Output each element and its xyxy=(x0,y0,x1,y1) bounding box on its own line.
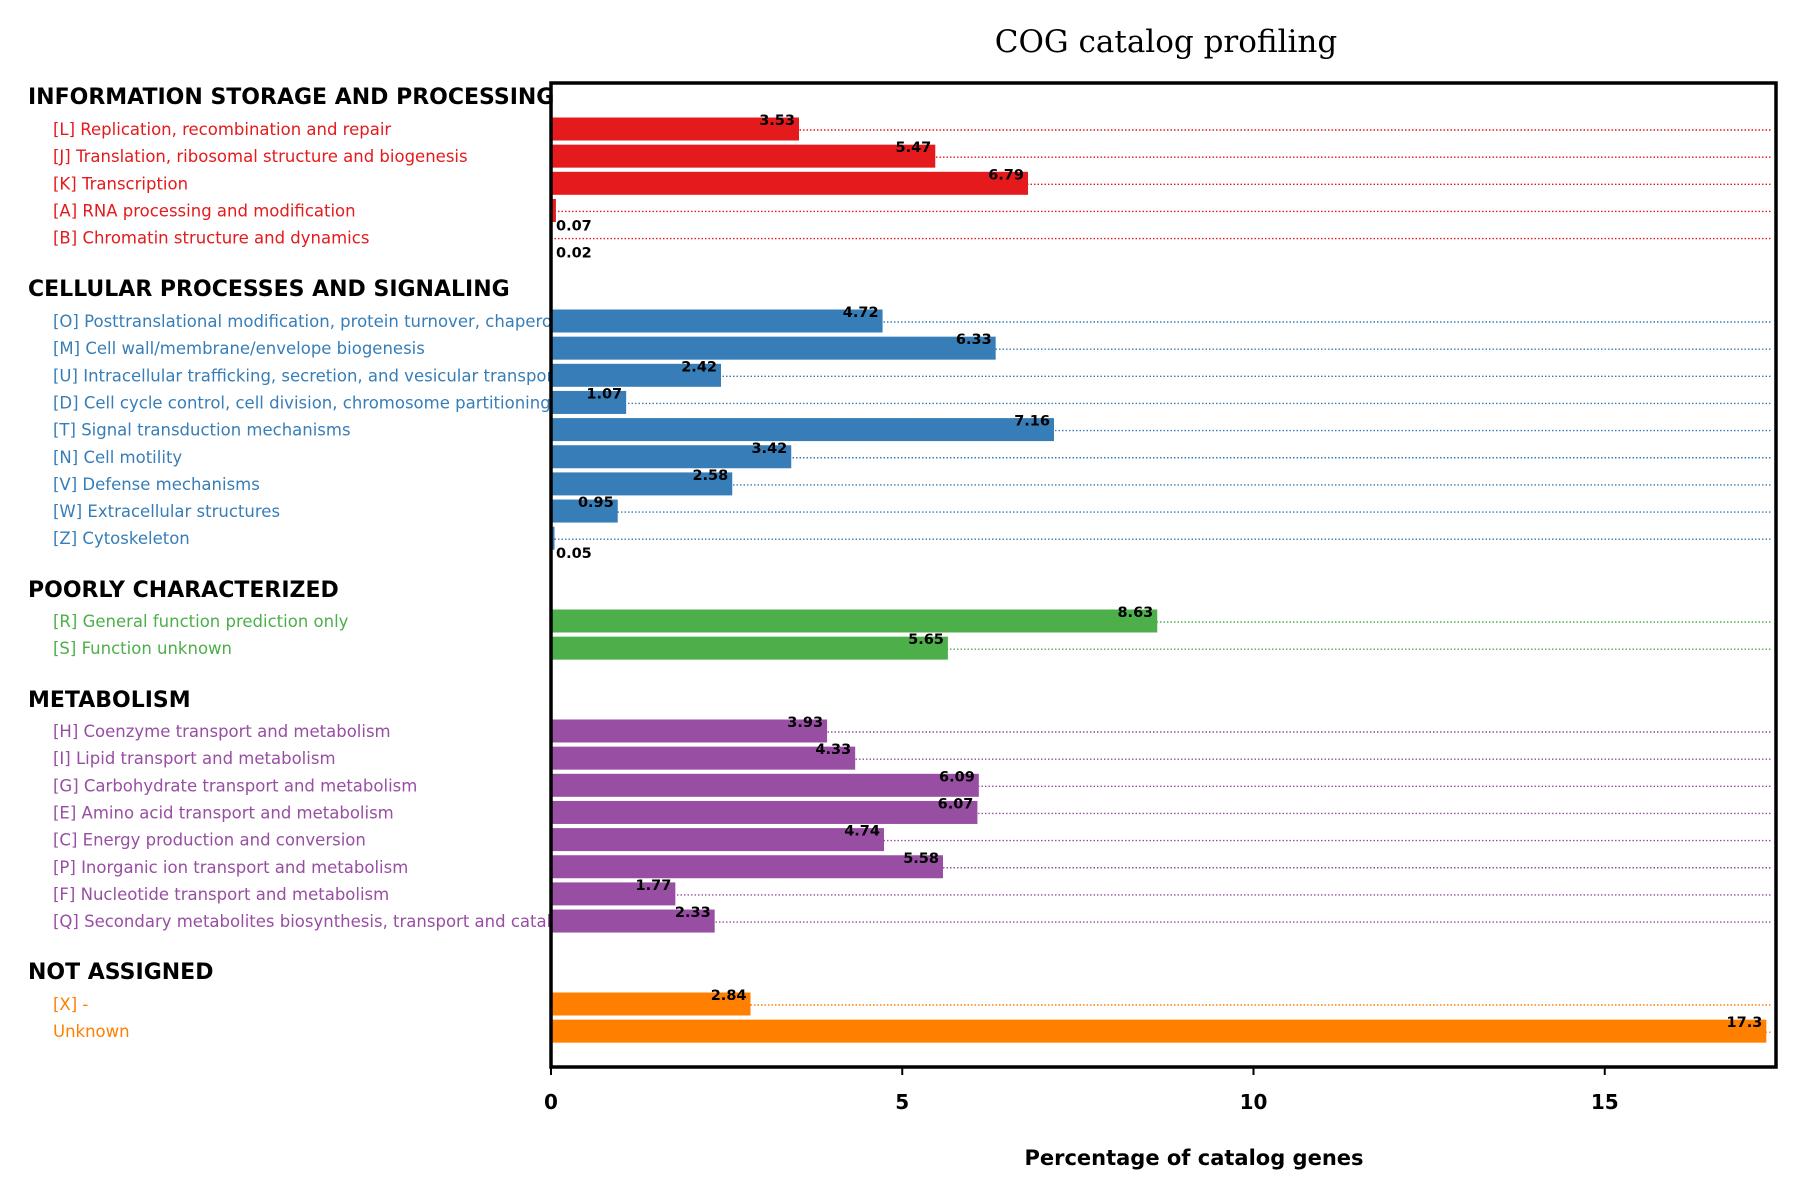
group-header: NOT ASSIGNED xyxy=(28,960,213,985)
bar xyxy=(551,800,978,824)
bar xyxy=(551,171,1028,195)
category-label: [E] Amino acid transport and metabolism xyxy=(53,803,394,822)
bar xyxy=(551,636,948,660)
bar xyxy=(551,746,856,770)
bar xyxy=(551,198,556,222)
bar xyxy=(551,773,979,797)
bar xyxy=(551,117,799,141)
value-label: 0.95 xyxy=(578,495,614,511)
bar xyxy=(551,309,883,333)
bar xyxy=(551,526,555,550)
bar xyxy=(551,390,627,414)
category-label: [K] Transcription xyxy=(53,174,188,193)
x-tick-label: 5 xyxy=(895,1090,909,1114)
plot-frame xyxy=(549,81,1778,1069)
group-header: INFORMATION STORAGE AND PROCESSING xyxy=(28,85,554,110)
value-label: 2.42 xyxy=(681,359,717,375)
x-axis-label: Percentage of catalog genes xyxy=(1024,1146,1363,1170)
bar xyxy=(551,445,792,469)
value-label: 7.16 xyxy=(1014,414,1050,430)
category-label: [O] Posttranslational modification, prot… xyxy=(53,312,552,331)
value-label: 4.72 xyxy=(843,305,879,321)
category-label: [S] Function unknown xyxy=(53,639,232,658)
category-label: [I] Lipid transport and metabolism xyxy=(53,749,336,768)
value-label: 6.09 xyxy=(939,769,975,785)
category-label: [H] Coenzyme transport and metabolism xyxy=(53,722,391,741)
category-label: [A] RNA processing and modification xyxy=(53,201,356,220)
value-label: 17.3 xyxy=(1727,1015,1763,1031)
x-tick-label: 10 xyxy=(1240,1090,1268,1114)
bar xyxy=(551,1019,1767,1043)
category-label: [G] Carbohydrate transport and metabolis… xyxy=(53,776,417,795)
value-label: 1.77 xyxy=(636,878,672,894)
value-label: 5.47 xyxy=(895,140,931,156)
x-tick-label: 0 xyxy=(544,1090,558,1114)
category-label: [T] Signal transduction mechanisms xyxy=(53,421,351,440)
value-label: 3.53 xyxy=(759,113,795,129)
group-header: METABOLISM xyxy=(28,688,191,713)
bar xyxy=(551,336,996,360)
value-label: 4.74 xyxy=(844,824,880,840)
bar xyxy=(551,882,676,906)
group-header: POORLY CHARACTERIZED xyxy=(28,578,339,603)
value-label: 6.79 xyxy=(988,167,1024,183)
value-label: 3.42 xyxy=(751,441,787,457)
bar xyxy=(551,499,618,523)
category-label: [R] General function prediction only xyxy=(53,612,349,631)
bar xyxy=(551,719,828,743)
value-label: 5.58 xyxy=(903,851,939,867)
bar xyxy=(551,144,936,168)
bar xyxy=(551,363,722,387)
category-label: [Z] Cytoskeleton xyxy=(53,529,190,548)
value-label: 5.65 xyxy=(908,632,944,648)
value-label: 2.84 xyxy=(711,988,747,1004)
category-label: Unknown xyxy=(53,1022,130,1041)
value-label: 4.33 xyxy=(815,742,851,758)
bar xyxy=(551,609,1158,633)
category-label: [L] Replication, recombination and repai… xyxy=(53,120,391,139)
value-label: 3.93 xyxy=(787,715,823,731)
category-label: [N] Cell motility xyxy=(53,448,182,467)
category-label: [M] Cell wall/membrane/envelope biogenes… xyxy=(53,339,425,358)
value-label: 6.33 xyxy=(956,332,992,348)
bar xyxy=(551,909,715,933)
bar xyxy=(551,855,943,879)
value-label: 8.63 xyxy=(1117,605,1153,621)
chart-title: COG catalog profiling xyxy=(995,24,1337,60)
category-label: [D] Cell cycle control, cell division, c… xyxy=(53,393,551,412)
bar xyxy=(551,992,751,1016)
value-label: 6.07 xyxy=(938,796,974,812)
category-label: [F] Nucleotide transport and metabolism xyxy=(53,885,389,904)
value-label: 0.02 xyxy=(556,246,592,262)
value-label: 0.05 xyxy=(556,546,592,562)
bar xyxy=(551,418,1054,442)
value-label: 2.58 xyxy=(692,468,728,484)
value-label: 0.07 xyxy=(556,218,592,234)
category-label: [U] Intracellular trafficking, secretion… xyxy=(53,366,560,385)
category-label: [Q] Secondary metabolites biosynthesis, … xyxy=(53,912,557,931)
category-label: [X] - xyxy=(53,995,88,1014)
category-label: [P] Inorganic ion transport and metaboli… xyxy=(53,858,408,877)
category-label: [V] Defense mechanisms xyxy=(53,475,260,494)
category-label: [C] Energy production and conversion xyxy=(53,831,366,850)
x-tick-label: 15 xyxy=(1591,1090,1619,1114)
value-label: 1.07 xyxy=(586,386,622,402)
category-label: [W] Extracellular structures xyxy=(53,502,280,521)
category-label: [B] Chromatin structure and dynamics xyxy=(53,229,369,248)
bar xyxy=(551,828,884,852)
bar xyxy=(551,472,733,496)
group-header: CELLULAR PROCESSES AND SIGNALING xyxy=(28,277,510,302)
category-label: [J] Translation, ribosomal structure and… xyxy=(53,147,468,166)
value-label: 2.33 xyxy=(675,905,711,921)
